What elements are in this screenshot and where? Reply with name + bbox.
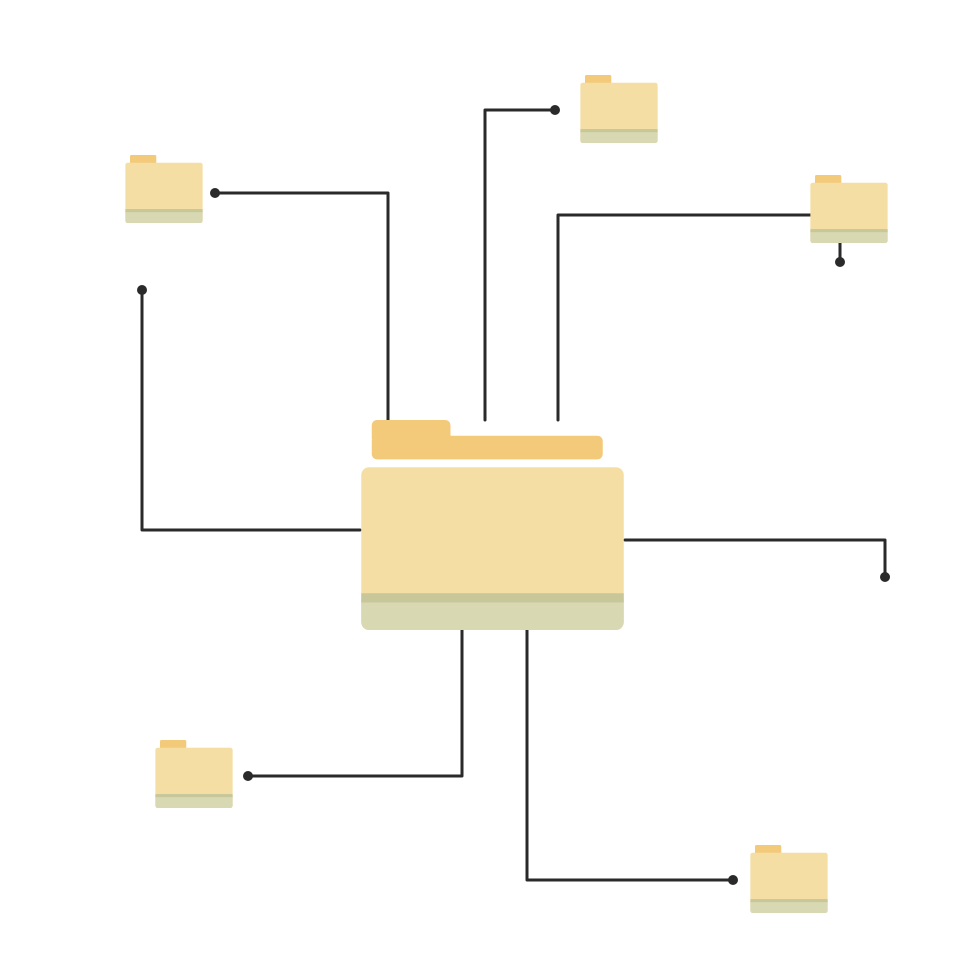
satellite-folder-icon: [810, 175, 888, 243]
satellite-folder-icon: [125, 155, 203, 223]
connector-endpoint: [835, 257, 845, 267]
folder-icon: [750, 845, 828, 913]
connector-e-tr: [558, 215, 840, 420]
connector-endpoint: [880, 572, 890, 582]
connector-e-tl: [215, 193, 388, 420]
folder-icon: [155, 740, 233, 808]
central-folder-icon: [360, 420, 625, 630]
connector-endpoint: [210, 188, 220, 198]
satellite-folder-icon: [580, 75, 658, 143]
folder-icon: [125, 155, 203, 223]
folder-icon: [810, 175, 888, 243]
connector-e-br: [527, 630, 733, 880]
folder-icon: [580, 75, 658, 143]
connector-endpoint: [550, 105, 560, 115]
connector-endpoint: [243, 771, 253, 781]
connector-e-left: [142, 290, 360, 530]
folder-icon: [360, 420, 625, 630]
connector-e-right: [625, 540, 885, 577]
diagram-canvas: [0, 0, 980, 980]
connector-endpoint: [137, 285, 147, 295]
connector-e-bl: [248, 630, 462, 776]
connector-endpoint: [728, 875, 738, 885]
satellite-folder-icon: [750, 845, 828, 913]
connector-e-top: [485, 110, 555, 420]
satellite-folder-icon: [155, 740, 233, 808]
